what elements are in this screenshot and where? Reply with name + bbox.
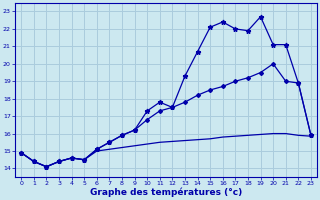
X-axis label: Graphe des températures (°c): Graphe des températures (°c): [90, 188, 242, 197]
